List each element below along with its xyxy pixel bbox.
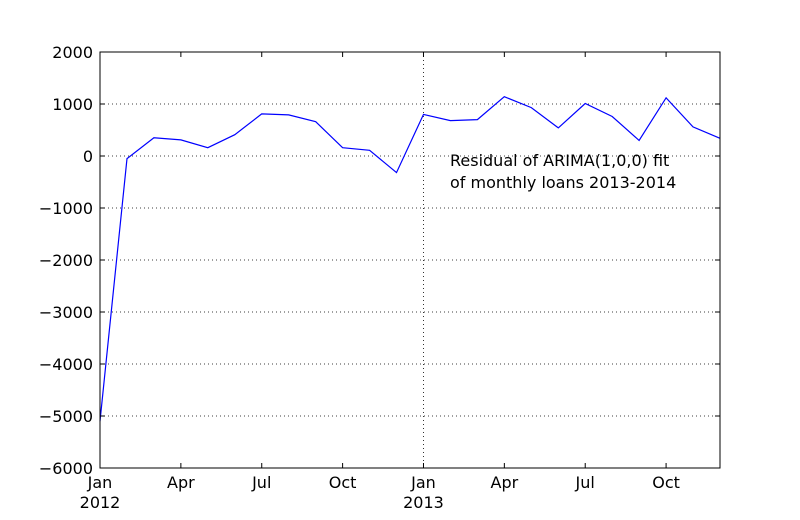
y-tick-label: 2000: [52, 43, 93, 62]
y-tick-label: −2000: [39, 251, 93, 270]
y-tick-label: −4000: [39, 355, 93, 374]
x-tick-label: Jan: [410, 473, 436, 492]
y-tick-label: −3000: [39, 303, 93, 322]
y-tick-label: 1000: [52, 95, 93, 114]
annotation-line-1: Residual of ARIMA(1,0,0) fit: [450, 151, 669, 170]
y-tick-label: −1000: [39, 199, 93, 218]
x-tick-label: Jul: [251, 473, 271, 492]
y-tick-label: 0: [83, 147, 93, 166]
y-tick-label: −6000: [39, 459, 93, 478]
x-tick-label: Oct: [652, 473, 680, 492]
y-axis: 2000 1000 0 −1000 −2000 −3000 −4000 −5000 −6000: [39, 43, 720, 478]
x-tick-label: Oct: [329, 473, 357, 492]
annotation-line-2: of monthly loans 2013-2014: [450, 173, 676, 192]
x-tick-year-label: 2012: [80, 493, 121, 512]
x-tick-label: Apr: [167, 473, 195, 492]
x-tick-label: Jul: [575, 473, 595, 492]
x-tick-label: Jan: [87, 473, 113, 492]
x-tick-label: Apr: [491, 473, 519, 492]
y-tick-label: −5000: [39, 407, 93, 426]
grid-lines: [100, 52, 720, 468]
residual-series-line: [99, 96, 721, 422]
x-tick-year-label: 2013: [403, 493, 444, 512]
